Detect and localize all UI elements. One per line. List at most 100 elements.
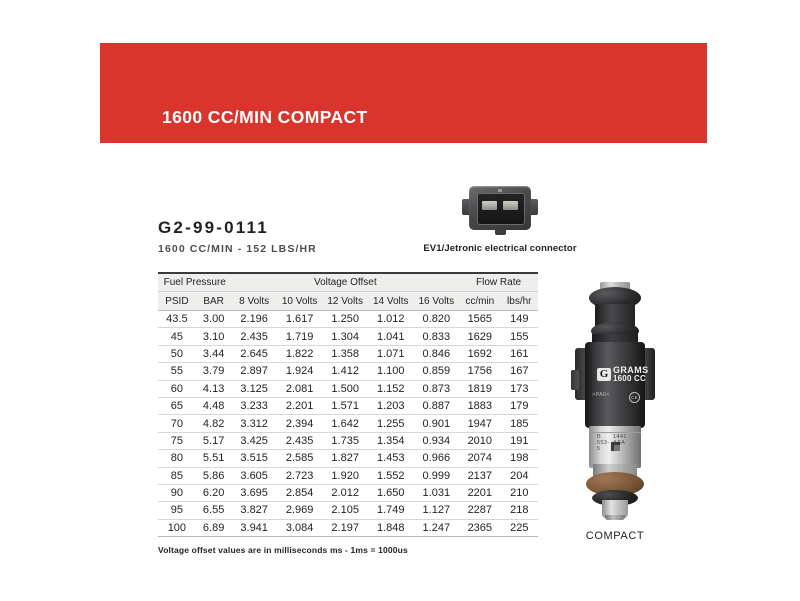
cell-bar: 4.13 <box>195 380 232 398</box>
table-row: 80 5.51 3.515 2.585 1.827 1.453 0.966 2074 198 <box>158 449 538 468</box>
connector-detent <box>498 189 502 192</box>
cell-8-volts: 3.125 <box>231 380 277 398</box>
col-header-ccmin: cc/min <box>459 291 501 311</box>
injector-nozzle-end <box>605 515 625 520</box>
cell-16-volts: 0.873 <box>413 380 460 398</box>
cell-psid: 80 <box>158 449 196 468</box>
cell-10-volts: 2.723 <box>276 467 323 485</box>
cell-14-volts: 1.100 <box>367 362 414 381</box>
cell-12-volts: 1.250 <box>322 310 368 329</box>
cell-16-volts: 0.859 <box>413 362 460 381</box>
cell-lbshr: 155 <box>500 327 538 346</box>
cell-psid: 55 <box>158 362 196 381</box>
group-header-fuel-pressure: Fuel Pressure <box>158 272 232 292</box>
table-row: 85 5.86 3.605 2.723 1.920 1.552 0.999 2137 204 <box>158 467 538 485</box>
injector-ce-mark: CE <box>629 392 640 403</box>
cell-10-volts: 2.435 <box>276 432 323 451</box>
cell-16-volts: 0.999 <box>413 467 460 485</box>
cell-16-volts: 0.887 <box>413 397 460 416</box>
cell-bar: 5.51 <box>195 449 232 468</box>
cell-ccmin: 2201 <box>459 484 501 503</box>
part-spec-line: 1600 CC/MIN - 152 LBS/HR <box>158 242 317 255</box>
cell-ccmin: 2137 <box>459 467 501 485</box>
cell-12-volts: 1.358 <box>322 345 368 364</box>
cell-bar: 6.20 <box>195 484 232 503</box>
injector-brand-label: GRAMS 1600 CC <box>613 365 649 384</box>
cell-ccmin: 2287 <box>459 501 501 520</box>
fuel-injector-icon: G GRAMS 1600 CC >PA6< CE B 553-5 1441 AA… <box>545 282 685 522</box>
injector-oring-top <box>589 287 641 309</box>
cell-14-volts: 1.041 <box>367 327 414 346</box>
cell-8-volts: 3.233 <box>231 397 277 416</box>
cell-14-volts: 1.848 <box>367 519 414 538</box>
cell-8-volts: 3.695 <box>231 484 277 503</box>
cell-10-volts: 1.924 <box>276 362 323 381</box>
cell-16-volts: 0.901 <box>413 414 460 433</box>
cell-ccmin: 2074 <box>459 449 501 468</box>
cell-12-volts: 1.920 <box>322 467 368 485</box>
cell-8-volts: 3.605 <box>231 467 277 485</box>
cell-14-volts: 1.453 <box>367 449 414 468</box>
cell-bar: 6.89 <box>195 519 232 538</box>
cell-bar: 4.48 <box>195 397 232 416</box>
table-row: 43.5 3.00 2.196 1.617 1.250 1.012 0.820 1565 149 <box>158 310 538 329</box>
table-row: 60 4.13 3.125 2.081 1.500 1.152 0.873 1819 173 <box>158 380 538 398</box>
cell-8-volts: 3.425 <box>231 432 277 451</box>
cell-14-volts: 1.650 <box>367 484 414 503</box>
connector-caption: EV1/Jetronic electrical connector <box>423 243 577 254</box>
col-header-16-volts: 16 Volts <box>413 291 460 311</box>
connector-latch-tab <box>495 229 506 235</box>
table-body: 43.5 3.00 2.196 1.617 1.250 1.012 0.820 1565 149… <box>158 310 538 538</box>
cell-psid: 45 <box>158 327 196 346</box>
cell-ccmin: 1629 <box>459 327 501 346</box>
cell-bar: 6.55 <box>195 501 232 520</box>
injector-molding-marks: >PA6< CE <box>592 392 640 403</box>
cell-lbshr: 167 <box>500 362 538 381</box>
page-title: 1600 CC/MIN COMPACT <box>162 107 368 127</box>
connector-figure: EV1/Jetronic electrical connector <box>390 182 610 254</box>
connector-ear-left <box>462 199 471 215</box>
cell-14-volts: 1.012 <box>367 310 414 329</box>
injector-displacement: 1600 CC <box>613 374 646 384</box>
cell-8-volts: 3.827 <box>231 501 277 520</box>
cell-bar: 3.79 <box>195 362 232 381</box>
injector-clip-right <box>643 348 655 400</box>
cell-ccmin: 1819 <box>459 380 501 398</box>
table-row: 75 5.17 3.425 2.435 1.735 1.354 0.934 2010 191 <box>158 432 538 451</box>
table-row: 55 3.79 2.897 1.924 1.412 1.100 0.859 1756 167 <box>158 362 538 381</box>
cell-10-volts: 1.719 <box>276 327 323 346</box>
cell-ccmin: 1692 <box>459 345 501 364</box>
grams-logo-icon: G <box>597 368 611 381</box>
table-row: 70 4.82 3.312 2.394 1.642 1.255 0.901 1947 185 <box>158 414 538 433</box>
injector-nozzle <box>602 500 628 518</box>
cell-10-volts: 2.854 <box>276 484 323 503</box>
cell-bar: 5.86 <box>195 467 232 485</box>
cell-16-volts: 0.820 <box>413 310 460 329</box>
cell-psid: 90 <box>158 484 196 503</box>
connector-pin-2 <box>503 201 518 210</box>
cell-14-volts: 1.255 <box>367 414 414 433</box>
cell-12-volts: 1.642 <box>322 414 368 433</box>
cell-8-volts: 2.645 <box>231 345 277 364</box>
cell-14-volts: 1.552 <box>367 467 414 485</box>
cell-12-volts: 2.197 <box>322 519 368 538</box>
cell-psid: 43.5 <box>158 310 196 329</box>
cell-16-volts: 1.031 <box>413 484 460 503</box>
injector-collar-seam <box>589 432 641 433</box>
cell-16-volts: 0.934 <box>413 432 460 451</box>
cell-bar: 3.00 <box>195 310 232 329</box>
cell-ccmin: 1947 <box>459 414 501 433</box>
cell-lbshr: 161 <box>500 345 538 364</box>
injector-serial-left: B 553-5 <box>597 434 610 452</box>
cell-12-volts: 1.304 <box>322 327 368 346</box>
cell-lbshr: 173 <box>500 380 538 398</box>
cell-psid: 85 <box>158 467 196 485</box>
cell-16-volts: 1.247 <box>413 519 460 538</box>
cell-psid: 60 <box>158 380 196 398</box>
injector-figure: G GRAMS 1600 CC >PA6< CE B 553-5 1441 AA… <box>545 282 685 542</box>
table-row: 65 4.48 3.233 2.201 1.571 1.203 0.887 1883 179 <box>158 397 538 416</box>
cell-10-volts: 2.201 <box>276 397 323 416</box>
col-header-10-volts: 10 Volts <box>276 291 323 311</box>
table-row: 90 6.20 3.695 2.854 2.012 1.650 1.031 2201 210 <box>158 484 538 503</box>
col-header-psid: PSID <box>158 291 196 311</box>
